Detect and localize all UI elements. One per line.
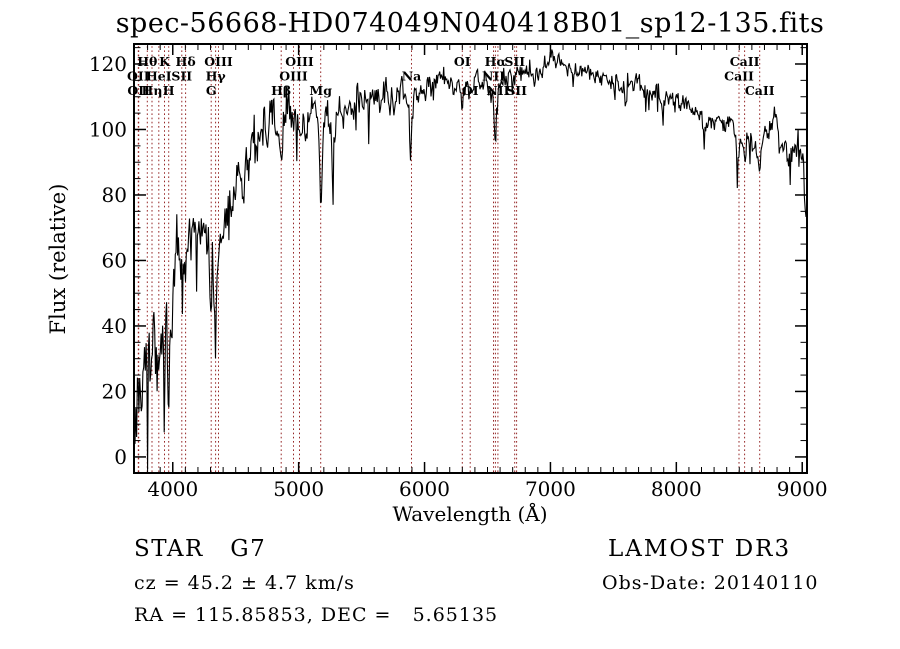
svg-text:Hγ: Hγ <box>206 69 227 84</box>
svg-text:G: G <box>206 83 217 98</box>
svg-text:OIII: OIII <box>279 69 308 84</box>
svg-text:H: H <box>163 83 175 98</box>
y-axis-label: Flux (relative) <box>46 183 70 335</box>
svg-text:Hδ: Hδ <box>176 54 196 69</box>
svg-text:SII: SII <box>171 69 192 84</box>
svg-text:SII: SII <box>504 54 525 69</box>
svg-text:CaII: CaII <box>730 54 760 69</box>
svg-text:Hα: Hα <box>485 54 507 69</box>
svg-text:Na: Na <box>402 69 422 84</box>
svg-text:CaII: CaII <box>745 83 775 98</box>
svg-text:Hη: Hη <box>142 83 163 98</box>
svg-text:SII: SII <box>506 83 527 98</box>
svg-text:40: 40 <box>102 314 127 338</box>
cz-velocity-value: cz = 45.2 ± 4.7 km/s <box>134 572 355 594</box>
svg-text:7000: 7000 <box>525 477 576 501</box>
svg-text:60: 60 <box>102 249 127 273</box>
svg-text:Hθ: Hθ <box>137 54 157 69</box>
spectral-line-labels: OIIOIIHθHηHeIKHSIIHδGHγOIIIHβOIIIOIIIMgN… <box>127 54 775 98</box>
svg-text:4000: 4000 <box>147 477 198 501</box>
svg-text:OIII: OIII <box>204 54 233 69</box>
svg-text:Mg: Mg <box>309 83 332 98</box>
object-class-label: STAR G7 <box>134 536 267 562</box>
svg-text:OI: OI <box>454 54 471 69</box>
svg-text:0: 0 <box>114 445 127 469</box>
svg-text:120: 120 <box>89 52 127 76</box>
svg-text:20: 20 <box>102 379 127 403</box>
svg-text:100: 100 <box>89 118 127 142</box>
svg-text:OII: OII <box>127 69 150 84</box>
svg-text:80: 80 <box>102 183 127 207</box>
survey-release-label: LAMOST DR3 <box>608 536 792 562</box>
svg-text:8000: 8000 <box>651 477 702 501</box>
svg-text:HeI: HeI <box>146 69 172 84</box>
spectrum-trace <box>134 49 807 470</box>
plot-title: spec-56668-HD074049N040418B01_sp12-135.f… <box>115 8 825 39</box>
tick-labels: 4000 5000 6000 7000 8000 9000 0 20 40 60 80 100 120 <box>89 52 828 501</box>
svg-text:CaII: CaII <box>724 69 754 84</box>
x-axis-label: Wavelength (Å) <box>392 502 548 526</box>
svg-text:9000: 9000 <box>777 477 828 501</box>
svg-text:6000: 6000 <box>399 477 450 501</box>
svg-text:5000: 5000 <box>273 477 324 501</box>
ra-dec-value: RA = 115.85853, DEC = 5.65135 <box>134 604 499 626</box>
spectral-line-markers <box>137 45 761 472</box>
axes <box>133 43 808 474</box>
svg-text:K: K <box>159 54 171 69</box>
obs-date-value: Obs-Date: 20140110 <box>602 572 819 594</box>
svg-text:OIII: OIII <box>285 54 314 69</box>
svg-text:NII: NII <box>482 69 505 84</box>
